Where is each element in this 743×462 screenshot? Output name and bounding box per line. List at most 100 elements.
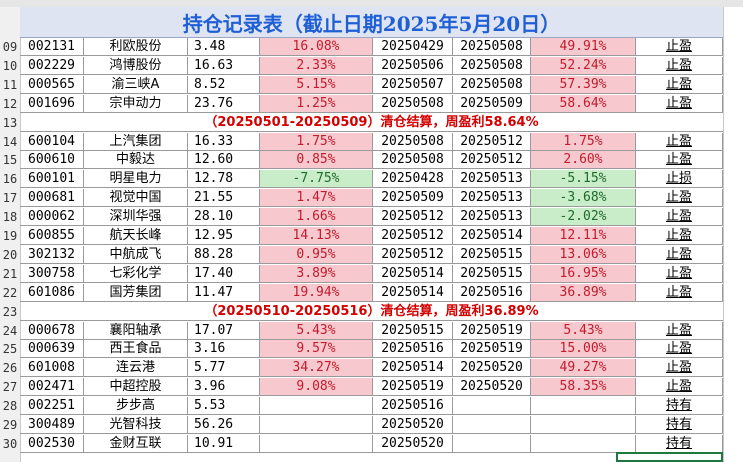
gain-cumulative-cell[interactable]: 49.27% xyxy=(531,359,636,378)
weekly-summary-row[interactable]: （20250510-20250516）清仓结算，周盈利36.89% xyxy=(20,303,723,321)
selected-cell[interactable] xyxy=(616,452,723,462)
status-cell[interactable]: 止盈 xyxy=(636,151,723,170)
gain-cumulative-cell[interactable]: -2.02% xyxy=(531,208,636,227)
sell-date-cell[interactable]: 20250513 xyxy=(453,189,531,208)
sell-date-cell[interactable]: 20250519 xyxy=(453,340,531,359)
gain-cumulative-cell[interactable]: 2.60% xyxy=(531,151,636,170)
price-cell[interactable]: 3.48 xyxy=(188,38,260,56)
gain-cumulative-cell[interactable]: 16.95% xyxy=(531,264,636,283)
gain-cumulative-cell[interactable]: -5.15% xyxy=(531,170,636,189)
gain-single-cell[interactable]: 19.94% xyxy=(260,283,373,302)
price-cell[interactable]: 8.52 xyxy=(188,75,260,94)
buy-date-cell[interactable]: 20250508 xyxy=(373,94,453,113)
sell-date-cell[interactable]: 20250508 xyxy=(453,38,531,56)
gain-cumulative-cell[interactable]: 57.39% xyxy=(531,75,636,94)
row-number[interactable]: 20 xyxy=(2,247,18,262)
price-cell[interactable]: 56.26 xyxy=(188,416,260,434)
sell-date-cell[interactable]: 20250519 xyxy=(453,321,531,340)
row-number[interactable]: 14 xyxy=(2,134,18,149)
status-cell[interactable]: 止盈 xyxy=(636,56,723,75)
price-cell[interactable]: 5.77 xyxy=(188,359,260,378)
gain-cumulative-cell[interactable]: 1.75% xyxy=(531,132,636,151)
status-cell[interactable]: 持有 xyxy=(636,397,723,416)
gain-cumulative-cell[interactable]: -3.68% xyxy=(531,189,636,208)
row-number[interactable]: 21 xyxy=(2,266,18,281)
gain-single-cell[interactable]: 5.43% xyxy=(260,321,373,340)
row-number[interactable]: 22 xyxy=(2,285,18,300)
buy-date-cell[interactable]: 20250516 xyxy=(373,397,453,416)
row-number[interactable]: 13 xyxy=(2,115,18,130)
sell-date-cell[interactable]: 20250520 xyxy=(453,378,531,397)
stock-name-cell[interactable]: 渝三峡A xyxy=(84,75,188,94)
row-number[interactable]: 25 xyxy=(2,342,18,357)
price-cell[interactable]: 12.78 xyxy=(188,170,260,189)
gain-single-cell[interactable]: 34.27% xyxy=(260,359,373,378)
status-cell[interactable]: 止盈 xyxy=(636,321,723,340)
stock-name-cell[interactable]: 视觉中国 xyxy=(84,189,188,208)
gain-single-cell[interactable]: 9.57% xyxy=(260,340,373,359)
sell-date-cell[interactable]: 20250513 xyxy=(453,170,531,189)
stock-code-cell[interactable]: 000678 xyxy=(20,321,84,340)
price-cell[interactable]: 5.53 xyxy=(188,397,260,416)
stock-name-cell[interactable]: 襄阳轴承 xyxy=(84,321,188,340)
gain-single-cell[interactable]: 9.08% xyxy=(260,378,373,397)
gain-single-cell[interactable]: 1.75% xyxy=(260,132,373,151)
gain-cumulative-cell[interactable]: 52.24% xyxy=(531,56,636,75)
gain-single-cell[interactable]: 16.08% xyxy=(260,38,373,56)
price-cell[interactable]: 28.10 xyxy=(188,208,260,227)
sell-date-cell[interactable]: 20250520 xyxy=(453,359,531,378)
status-cell[interactable]: 止盈 xyxy=(636,75,723,94)
buy-date-cell[interactable]: 20250429 xyxy=(373,38,453,56)
status-cell[interactable]: 止损 xyxy=(636,170,723,189)
row-number[interactable]: 23 xyxy=(2,304,18,319)
row-number[interactable]: 11 xyxy=(2,77,18,92)
stock-code-cell[interactable]: 000565 xyxy=(20,75,84,94)
stock-name-cell[interactable]: 明星电力 xyxy=(84,170,188,189)
buy-date-cell[interactable]: 20250516 xyxy=(373,340,453,359)
stock-code-cell[interactable]: 302132 xyxy=(20,245,84,264)
sell-date-cell[interactable]: 20250509 xyxy=(453,94,531,113)
gain-single-cell[interactable]: 2.33% xyxy=(260,56,373,75)
sell-date-cell[interactable]: 20250508 xyxy=(453,75,531,94)
status-cell[interactable]: 止盈 xyxy=(636,208,723,227)
gain-cumulative-cell[interactable]: 36.89% xyxy=(531,283,636,302)
status-cell[interactable]: 止盈 xyxy=(636,94,723,113)
stock-name-cell[interactable]: 上汽集团 xyxy=(84,132,188,151)
row-number[interactable]: 09 xyxy=(2,40,18,54)
row-number[interactable]: 26 xyxy=(2,361,18,376)
weekly-summary-row[interactable]: （20250501-20250509）清仓结算，周盈利58.64% xyxy=(20,114,723,132)
sell-date-cell[interactable]: 20250516 xyxy=(453,283,531,302)
stock-name-cell[interactable]: 西王食品 xyxy=(84,340,188,359)
gain-cumulative-cell[interactable]: 58.35% xyxy=(531,378,636,397)
gain-cumulative-cell[interactable]: 49.91% xyxy=(531,38,636,56)
stock-name-cell[interactable]: 步步高 xyxy=(84,397,188,416)
buy-date-cell[interactable]: 20250507 xyxy=(373,75,453,94)
status-cell[interactable]: 止盈 xyxy=(636,340,723,359)
sell-date-cell[interactable] xyxy=(453,416,531,434)
status-cell[interactable]: 止盈 xyxy=(636,283,723,302)
row-number[interactable]: 12 xyxy=(2,96,18,111)
gain-single-cell[interactable]: 14.13% xyxy=(260,227,373,245)
gain-cumulative-cell[interactable]: 5.43% xyxy=(531,321,636,340)
stock-code-cell[interactable]: 000062 xyxy=(20,208,84,227)
gain-cumulative-cell[interactable]: 15.00% xyxy=(531,340,636,359)
gain-single-cell[interactable]: 1.25% xyxy=(260,94,373,113)
gain-single-cell[interactable]: 5.15% xyxy=(260,75,373,94)
sell-date-cell[interactable]: 20250514 xyxy=(453,227,531,245)
price-cell[interactable]: 3.16 xyxy=(188,340,260,359)
stock-code-cell[interactable]: 300758 xyxy=(20,264,84,283)
price-cell[interactable]: 17.07 xyxy=(188,321,260,340)
stock-code-cell[interactable]: 002131 xyxy=(20,38,84,56)
buy-date-cell[interactable]: 20250506 xyxy=(373,56,453,75)
stock-code-cell[interactable]: 600610 xyxy=(20,151,84,170)
buy-date-cell[interactable]: 20250519 xyxy=(373,378,453,397)
price-cell[interactable]: 88.28 xyxy=(188,245,260,264)
stock-code-cell[interactable]: 300489 xyxy=(20,416,84,434)
stock-name-cell[interactable]: 国芳集团 xyxy=(84,283,188,302)
buy-date-cell[interactable]: 20250515 xyxy=(373,321,453,340)
buy-date-cell[interactable]: 20250512 xyxy=(373,227,453,245)
stock-code-cell[interactable]: 600104 xyxy=(20,132,84,151)
status-cell[interactable]: 止盈 xyxy=(636,264,723,283)
stock-code-cell[interactable]: 002471 xyxy=(20,378,84,397)
gain-cumulative-cell[interactable]: 12.11% xyxy=(531,227,636,245)
